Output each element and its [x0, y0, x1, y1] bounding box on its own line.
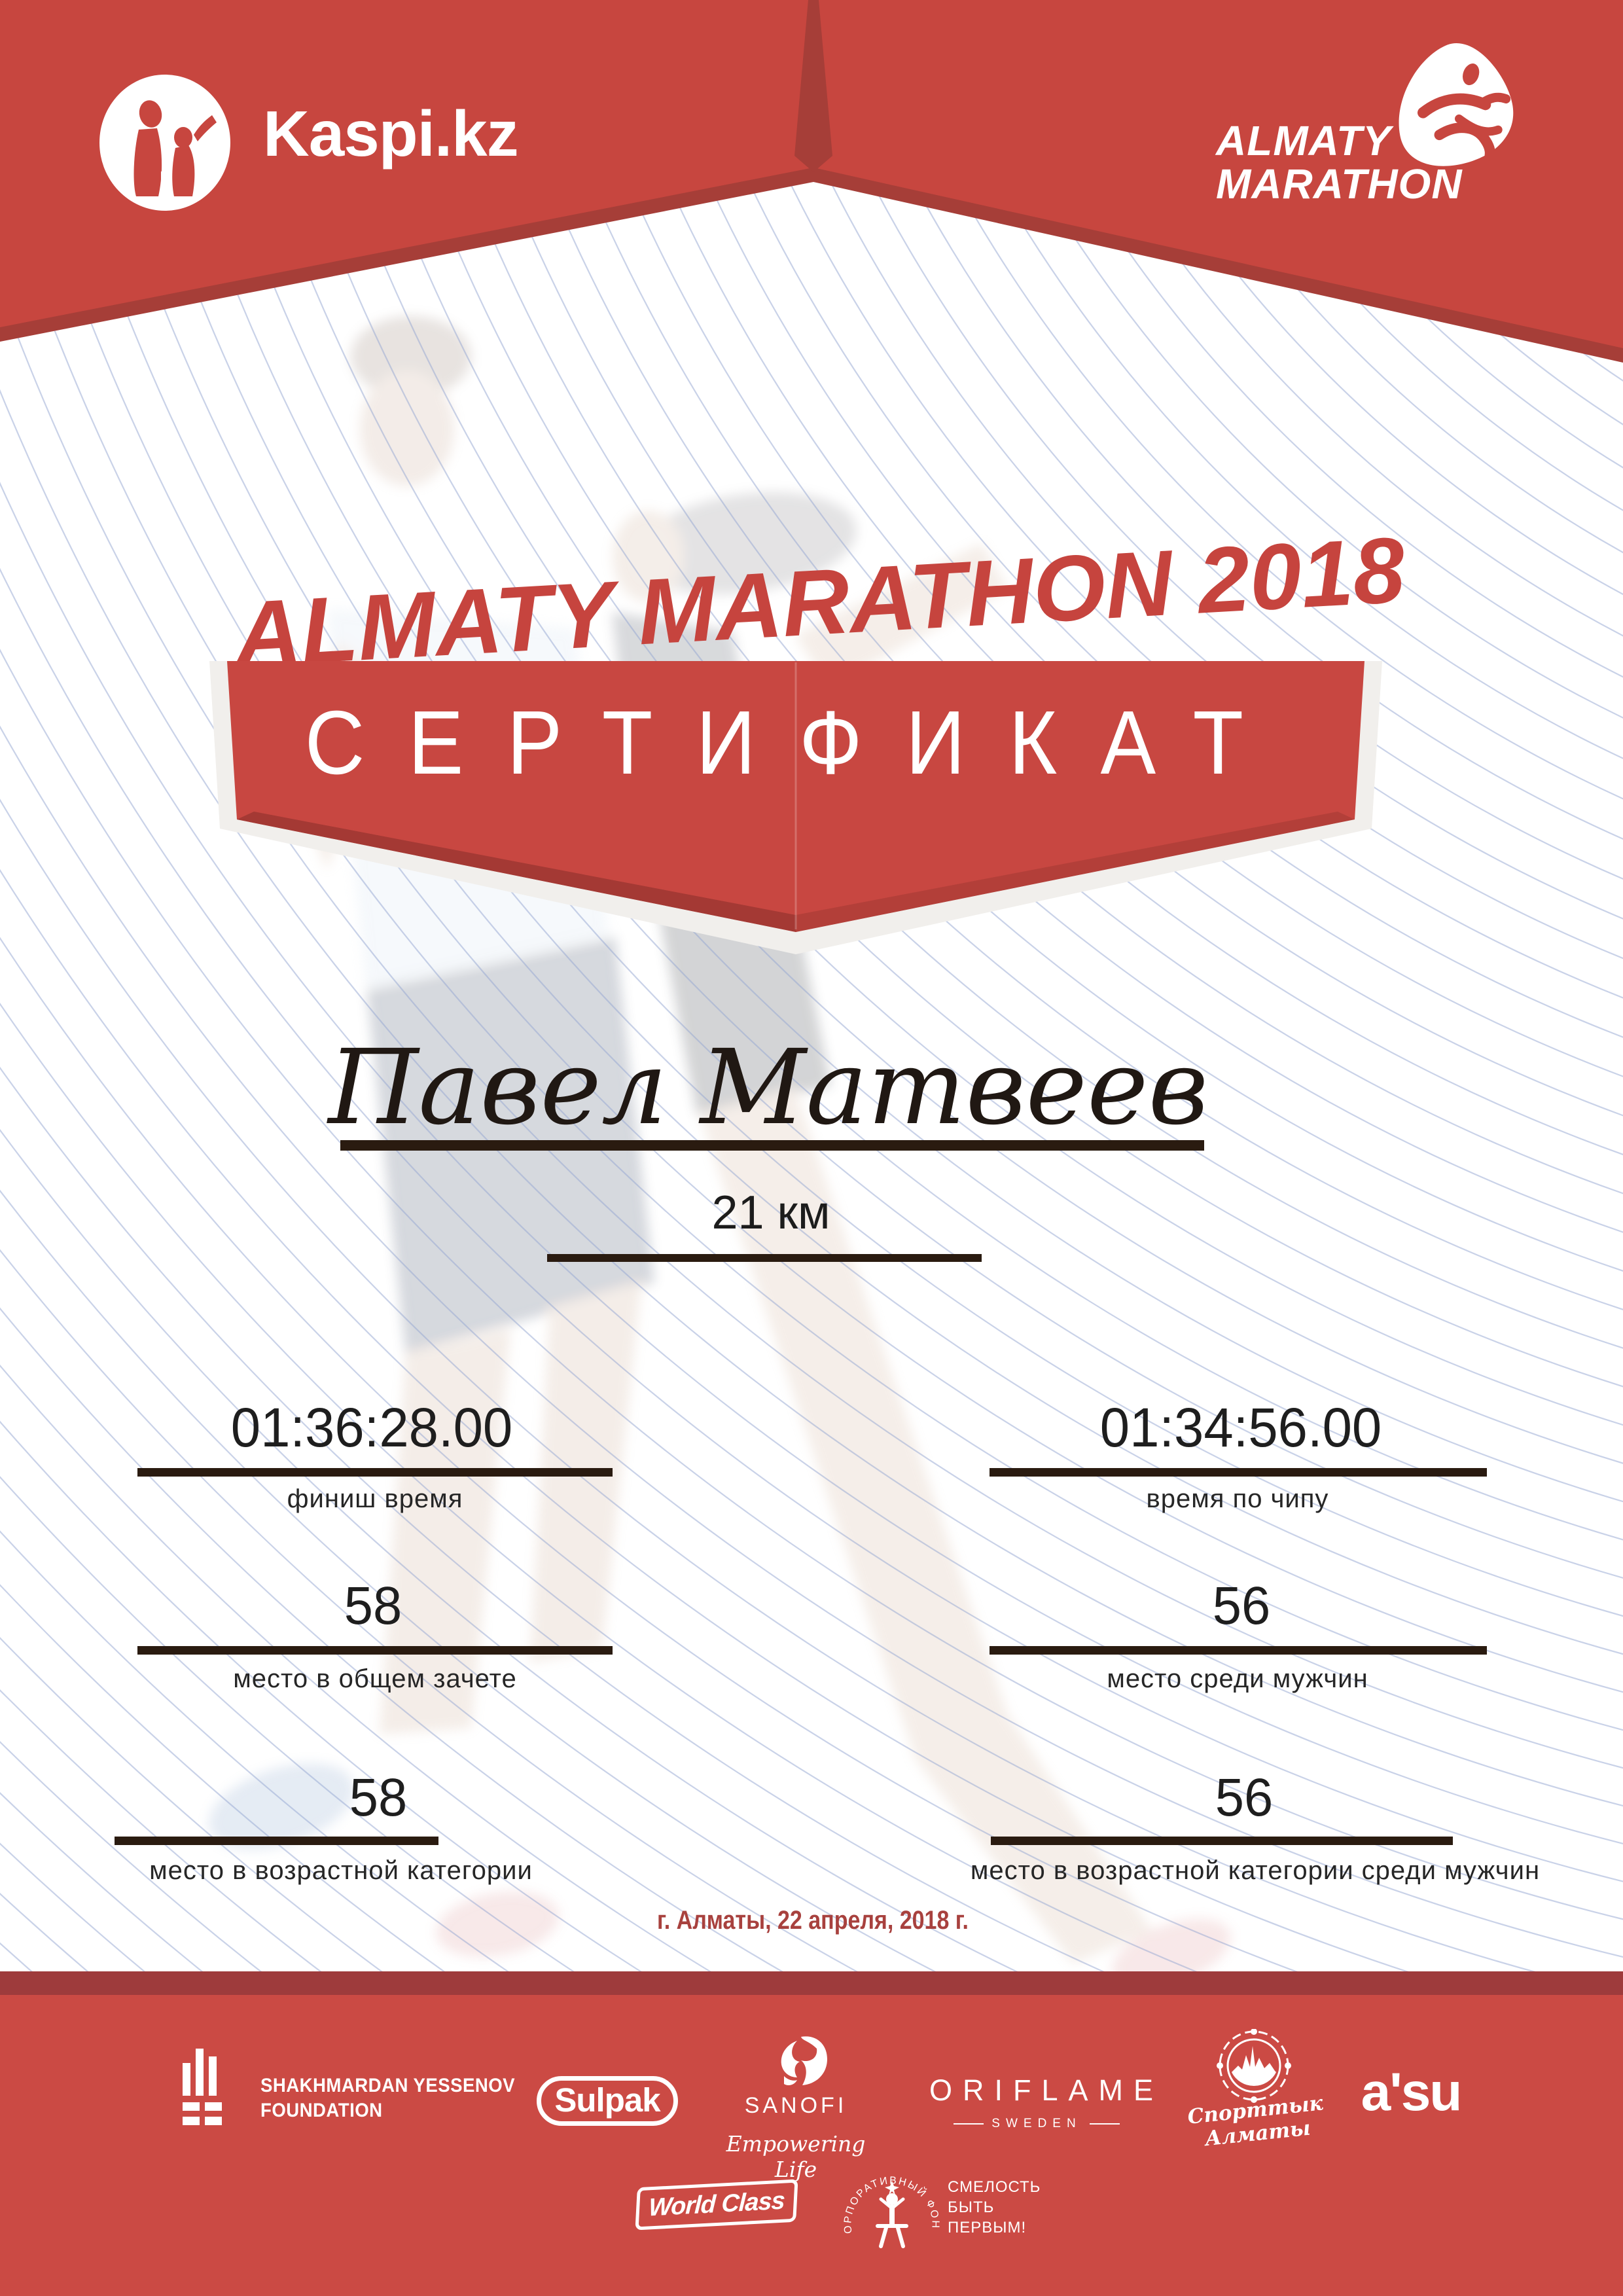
- oriflame-dash-right: [1089, 2123, 1120, 2125]
- ribbon-center-fold: [794, 0, 832, 172]
- overall-place-label: место в общем зачете: [233, 1664, 517, 1693]
- oriflame-wordmark: ORIFLAME: [929, 2073, 1164, 2107]
- runner-egg-icon: [1399, 43, 1514, 166]
- chip-time-value: 01:34:56.00: [1099, 1397, 1382, 1458]
- kaspi-logo: Kaspi.kz: [98, 73, 582, 217]
- certificate-title: СЕРТИФИКАТ: [304, 692, 1287, 793]
- yessenov-foundation-logo: SHAKHMARDAN YESSENOV FOUNDATION: [260, 2073, 515, 2123]
- chip-time-underline: [990, 1468, 1487, 1477]
- distance-value: 21 км: [711, 1187, 830, 1239]
- date-location: г. Алматы, 22 апреля, 2018 г.: [657, 1906, 969, 1935]
- age-men-place-label: место в возрастной категории среди мужчи…: [970, 1856, 1541, 1885]
- kaspi-wordmark: Kaspi.kz: [263, 98, 519, 170]
- fond-slogan-line2: БЫТЬ: [948, 2198, 995, 2216]
- finish-time-value: 01:36:28.00: [230, 1397, 513, 1458]
- fond-slogan-line1: СМЕЛОСТЬ: [948, 2178, 1041, 2196]
- almaty-marathon-line1: ALMATY: [1216, 117, 1391, 164]
- almaty-marathon-logo: ALMATY MARATHON: [1216, 119, 1463, 206]
- almaty-marathon-line2: MARATHON: [1216, 160, 1463, 207]
- finish-time-label: финиш время: [287, 1484, 463, 1513]
- fond-figure-icon: КОРПОРАТИВНЫЙ ФОНД: [842, 2159, 939, 2248]
- yessenov-grid-icon: [183, 2049, 222, 2125]
- distance-underline: [547, 1254, 982, 1262]
- oriflame-sweden: SWEDEN: [991, 2117, 1082, 2130]
- fond-slogan: СМЕЛОСТЬ БЫТЬ ПЕРВЫМ!: [948, 2177, 1041, 2238]
- overall-place-value: 58: [344, 1576, 402, 1636]
- overall-place-underline: [137, 1646, 613, 1655]
- sulpak-logo: Sulpak: [537, 2076, 678, 2126]
- sporttyk-emblem-icon: [1217, 2029, 1291, 2103]
- age-men-place-underline: [991, 1837, 1453, 1845]
- age-men-place-value: 56: [1215, 1768, 1274, 1827]
- asu-logo: a'su: [1361, 2062, 1463, 2122]
- finish-time-underline: [137, 1468, 613, 1477]
- men-place-label: место среди мужчин: [1107, 1664, 1368, 1693]
- age-place-value: 58: [349, 1768, 408, 1827]
- sanofi-tagline: Empowering Life: [726, 2131, 866, 2182]
- oriflame-sub: SWEDEN: [919, 2117, 1154, 2131]
- sponsors-footer: [0, 1995, 1623, 2296]
- men-place-underline: [990, 1646, 1487, 1655]
- oriflame-dash-left: [954, 2123, 984, 2125]
- kaspi-people-icon: [99, 75, 230, 211]
- yessenov-line1: SHAKHMARDAN YESSENOV: [260, 2075, 516, 2096]
- sanofi-bird-icon: [781, 2036, 827, 2085]
- fond-slogan-line3: ПЕРВЫМ!: [948, 2219, 1027, 2236]
- recipient-name: Павел Матвеев: [328, 1028, 1209, 1148]
- yessenov-line2: FOUNDATION: [260, 2100, 383, 2121]
- footer-accent-strip: [0, 1971, 1623, 1995]
- banner-inner-shadow-left: [237, 812, 796, 932]
- world-class-logo: World Class: [635, 2179, 798, 2231]
- age-place-underline: [115, 1837, 438, 1845]
- sanofi-wordmark: SANOFI: [744, 2093, 847, 2118]
- world-class-wordmark: World Class: [648, 2187, 785, 2222]
- name-underline: [340, 1140, 1204, 1151]
- event-heading: ALMATY MARATHON 2018: [231, 518, 1408, 687]
- banner-inner-shadow-right: [796, 812, 1355, 932]
- men-place-value: 56: [1212, 1576, 1271, 1636]
- chip-time-label: время по чипу: [1146, 1484, 1329, 1513]
- sulpak-wordmark: Sulpak: [554, 2081, 660, 2119]
- age-place-label: место в возрастной категории: [149, 1856, 533, 1885]
- oriflame-logo: ORIFLAME SWEDEN: [919, 2073, 1154, 2131]
